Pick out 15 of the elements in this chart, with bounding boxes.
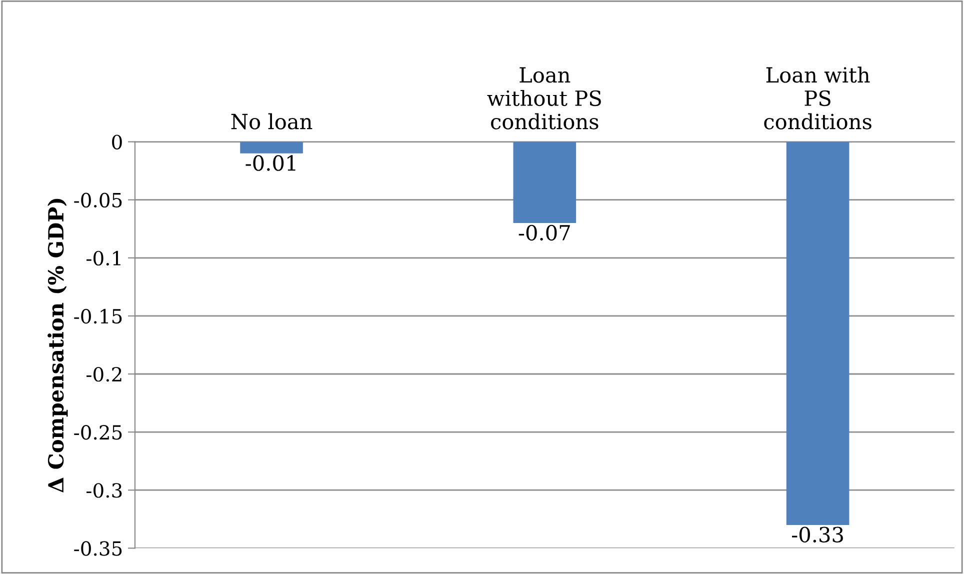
data-label: -0.01 bbox=[246, 155, 296, 171]
y-axis-title: Δ Compensation (% GDP) bbox=[48, 198, 68, 492]
x-tick-label: No loan bbox=[231, 113, 312, 130]
y-tick-label: 0 bbox=[112, 134, 122, 150]
y-tick-label: -0.3 bbox=[86, 483, 122, 498]
y-tick-label: -0.05 bbox=[74, 192, 122, 208]
y-tick-label: -0.2 bbox=[86, 366, 122, 382]
data-label: -0.07 bbox=[518, 224, 570, 241]
y-tick-label: -0.15 bbox=[74, 308, 122, 324]
y-tick-label: -0.1 bbox=[86, 250, 120, 266]
data-label: -0.33 bbox=[792, 526, 843, 542]
x-tick-label: Loan without PS conditions bbox=[487, 67, 601, 130]
y-tick-label: -0.25 bbox=[74, 425, 122, 440]
y-tick-label: -0.35 bbox=[74, 541, 122, 556]
x-tick-label: Loan with PS conditions bbox=[764, 66, 872, 130]
